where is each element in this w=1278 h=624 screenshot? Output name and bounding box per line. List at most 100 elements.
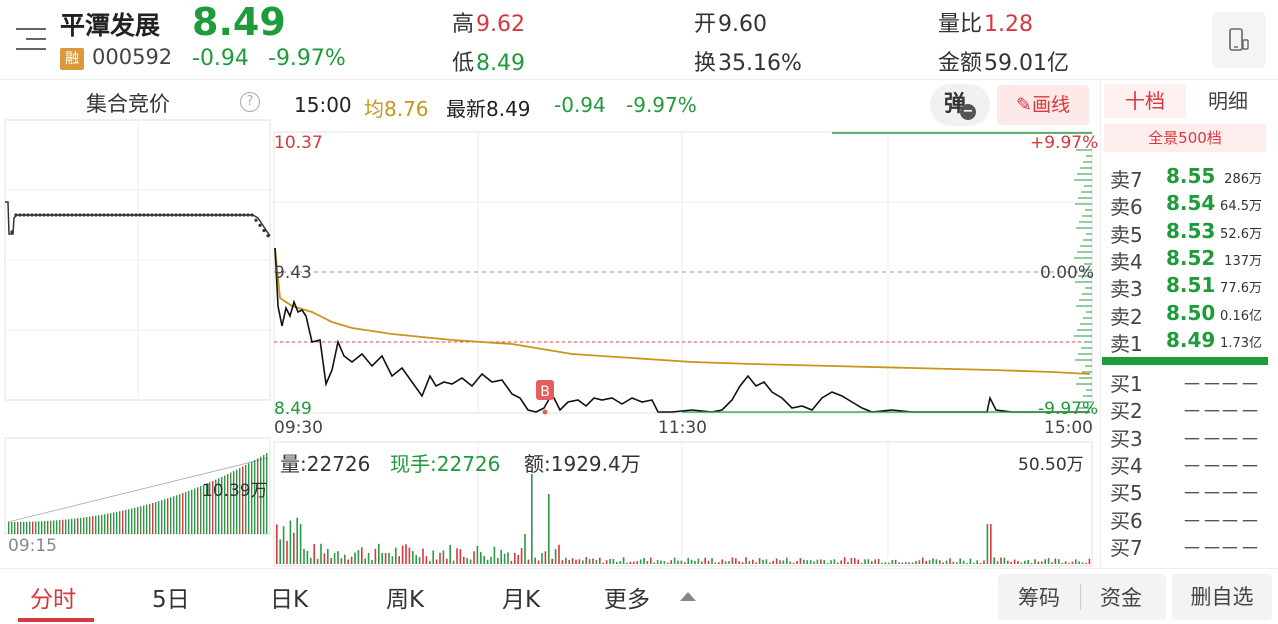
tab-5day[interactable]: 5日 xyxy=(152,587,190,613)
volume-bar xyxy=(911,562,914,564)
auction-point xyxy=(98,213,102,217)
volume-bar xyxy=(1013,559,1016,564)
phone-button[interactable] xyxy=(1212,12,1266,68)
auction-bar xyxy=(83,517,85,534)
buy-marker-text: B xyxy=(540,384,550,400)
auction-bar xyxy=(47,520,49,534)
auction-bar xyxy=(152,502,154,534)
auction-point xyxy=(34,213,38,217)
auction-bar xyxy=(185,491,187,534)
sell-price: 8.54 xyxy=(1166,191,1216,216)
sell-row: 卖4 8.52 137万 xyxy=(1104,246,1270,274)
volume-bar xyxy=(996,561,999,564)
volume-bar xyxy=(799,558,802,564)
volume-bar xyxy=(626,562,628,564)
volume-bar xyxy=(629,561,632,564)
popup-toggle-button[interactable]: 弹 − xyxy=(930,84,990,126)
auction-bar xyxy=(95,515,97,534)
auction-bar xyxy=(179,494,181,534)
auction-bar xyxy=(71,518,73,534)
buy-volume: －－ xyxy=(1220,372,1260,396)
volume-bar xyxy=(789,561,791,564)
auction-point xyxy=(10,230,14,234)
auction-bar xyxy=(92,516,94,534)
draw-line-button[interactable]: ✎画线 xyxy=(997,85,1089,125)
auction-bar xyxy=(89,516,91,534)
auction-point xyxy=(86,213,90,217)
volume-bar xyxy=(609,559,611,564)
volume-bar xyxy=(755,562,757,564)
volume-bar xyxy=(707,560,710,564)
sell-level-label: 卖2 xyxy=(1110,304,1143,329)
auction-point xyxy=(226,213,230,217)
volume-bar xyxy=(1047,557,1050,564)
tab-daily-k[interactable]: 日K xyxy=(270,587,309,613)
volume-bar xyxy=(741,562,744,564)
auction-point xyxy=(118,213,122,217)
buy-marker-dot xyxy=(542,409,548,415)
volume-bar xyxy=(1054,558,1057,564)
auction-bar xyxy=(119,511,121,534)
volume-bar xyxy=(673,557,676,564)
auction-bar xyxy=(167,498,169,534)
volume-bar xyxy=(721,559,723,564)
tab-monthly-k[interactable]: 月K xyxy=(502,587,541,613)
volume-bar xyxy=(439,552,441,564)
volume-bar xyxy=(497,558,499,564)
tab-weekly-k[interactable]: 周K xyxy=(386,587,425,613)
volume-bar xyxy=(969,558,972,564)
auction-bar xyxy=(155,502,157,534)
chevron-up-icon[interactable] xyxy=(680,592,696,601)
volume-bar xyxy=(568,560,570,564)
volume-bar xyxy=(646,560,649,564)
y-mid-label: 9.43 xyxy=(274,263,312,283)
volume-bar xyxy=(391,556,394,564)
auction-point xyxy=(82,213,86,217)
auction-bar xyxy=(194,488,196,534)
volume-bar xyxy=(837,562,839,564)
panorama-button[interactable]: 全景500档 xyxy=(1104,124,1266,152)
volume-bar xyxy=(898,562,900,564)
sell-volume: 0.16亿 xyxy=(1220,308,1262,324)
tab-more[interactable]: 更多 xyxy=(604,587,650,613)
volume-bar xyxy=(697,558,700,564)
menu-icon[interactable] xyxy=(16,26,46,52)
volume-bar xyxy=(310,557,312,564)
volume-bar xyxy=(894,559,897,564)
sell-row: 卖7 8.55 286万 xyxy=(1104,164,1270,192)
auction-bar xyxy=(212,480,214,534)
funds-button[interactable]: 资金 xyxy=(1100,586,1142,610)
volume-bar xyxy=(928,560,931,564)
volume-bar xyxy=(979,562,982,564)
auction-bar xyxy=(251,461,253,534)
auction-point xyxy=(54,213,58,217)
tab-intraday[interactable]: 分时 xyxy=(30,587,76,613)
chips-button[interactable]: 筹码 xyxy=(1018,586,1060,610)
tab-ten-levels[interactable]: 十档 xyxy=(1104,84,1186,118)
pct-top-label: +9.97% xyxy=(1030,133,1099,153)
auction-bar xyxy=(128,509,130,534)
volume-bar xyxy=(612,558,615,564)
turnover-amount-info: 额:1929.4万 xyxy=(524,452,641,476)
volume-bar xyxy=(775,558,778,564)
tab-detail[interactable]: 明细 xyxy=(1208,89,1248,113)
volume-bar xyxy=(1078,561,1080,564)
auction-bar xyxy=(230,472,232,534)
volume-bar xyxy=(493,546,496,564)
auction-point xyxy=(154,213,158,217)
volume-bar xyxy=(939,560,941,564)
x-mid-label: 11:30 xyxy=(658,418,707,438)
auction-bar xyxy=(221,476,223,534)
help-icon[interactable]: ? xyxy=(240,92,260,112)
buy-level-label: 买6 xyxy=(1110,508,1143,533)
volume-bar xyxy=(949,558,951,564)
info-change-pct: -9.97% xyxy=(626,93,697,117)
volume-bar xyxy=(670,560,672,564)
remove-watchlist-button[interactable]: 删自选 xyxy=(1172,574,1272,620)
auction-point xyxy=(138,213,142,217)
amount-stat: 金额59.01亿 xyxy=(938,51,1069,76)
auction-bar xyxy=(173,496,175,534)
volume-bar xyxy=(483,555,485,564)
volume-bar xyxy=(582,560,584,564)
order-book xyxy=(1100,80,1278,568)
